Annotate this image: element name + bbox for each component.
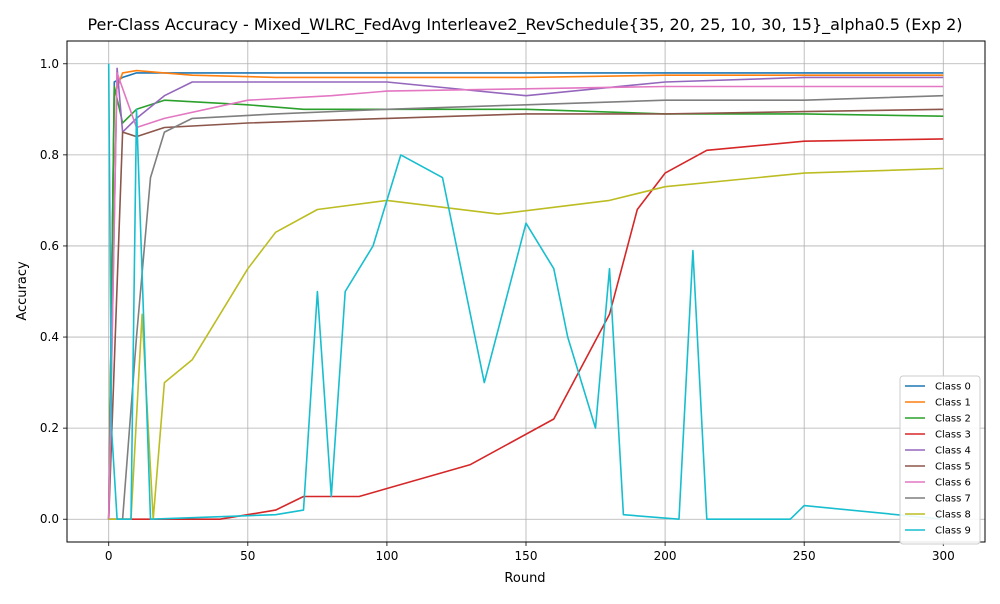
tick-labels: 0 50 100 150 200 250 300 0.0 0.2 0.4 0.6 0.8 1.0: [40, 57, 955, 563]
legend-label: Class 0: [935, 382, 971, 393]
legend-label: Class 1: [935, 398, 971, 409]
legend-label: Class 2: [935, 414, 971, 425]
x-axis-label: Round: [504, 571, 545, 586]
series-lines: [107, 63, 944, 521]
x-tick-label: 50: [240, 549, 255, 563]
x-tick-label: 250: [793, 549, 816, 563]
x-tick-label: 300: [932, 549, 955, 563]
legend-label: Class 6: [935, 478, 971, 489]
x-tick-label: 0: [105, 549, 113, 563]
series-line-class-6: [107, 72, 944, 520]
y-tick-label: 0.0: [40, 512, 59, 526]
legend-label: Class 4: [935, 446, 971, 457]
x-tick-label: 100: [375, 549, 398, 563]
series-line-class-3: [108, 138, 944, 521]
x-tick-label: 150: [515, 549, 538, 563]
y-tick-label: 1.0: [40, 57, 59, 71]
legend: Class 0 Class 1 Class 2 Class 3 Class 4 Class…: [899, 375, 981, 545]
y-tick-label: 0.2: [40, 421, 59, 435]
legend-label: Class 3: [935, 430, 971, 441]
plot-frame: [66, 40, 986, 543]
series-line-class-5: [107, 108, 944, 520]
legend-label: Class 7: [935, 494, 971, 505]
y-tick-label: 0.4: [40, 330, 59, 344]
series-line-class-4: [107, 67, 944, 520]
chart-title: Per-Class Accuracy - Mixed_WLRC_FedAvg I…: [87, 15, 962, 35]
legend-label: Class 8: [935, 510, 971, 521]
y-axis-label: Accuracy: [15, 261, 30, 321]
legend-label: Class 5: [935, 462, 971, 473]
series-line-class-7: [108, 94, 944, 521]
series-line-class-1: [107, 69, 944, 520]
x-tick-label: 200: [654, 549, 677, 563]
y-tick-label: 0.8: [40, 148, 59, 162]
series-line-class-9: [107, 63, 944, 521]
legend-label: Class 9: [935, 526, 971, 537]
y-tick-label: 0.6: [40, 239, 59, 253]
